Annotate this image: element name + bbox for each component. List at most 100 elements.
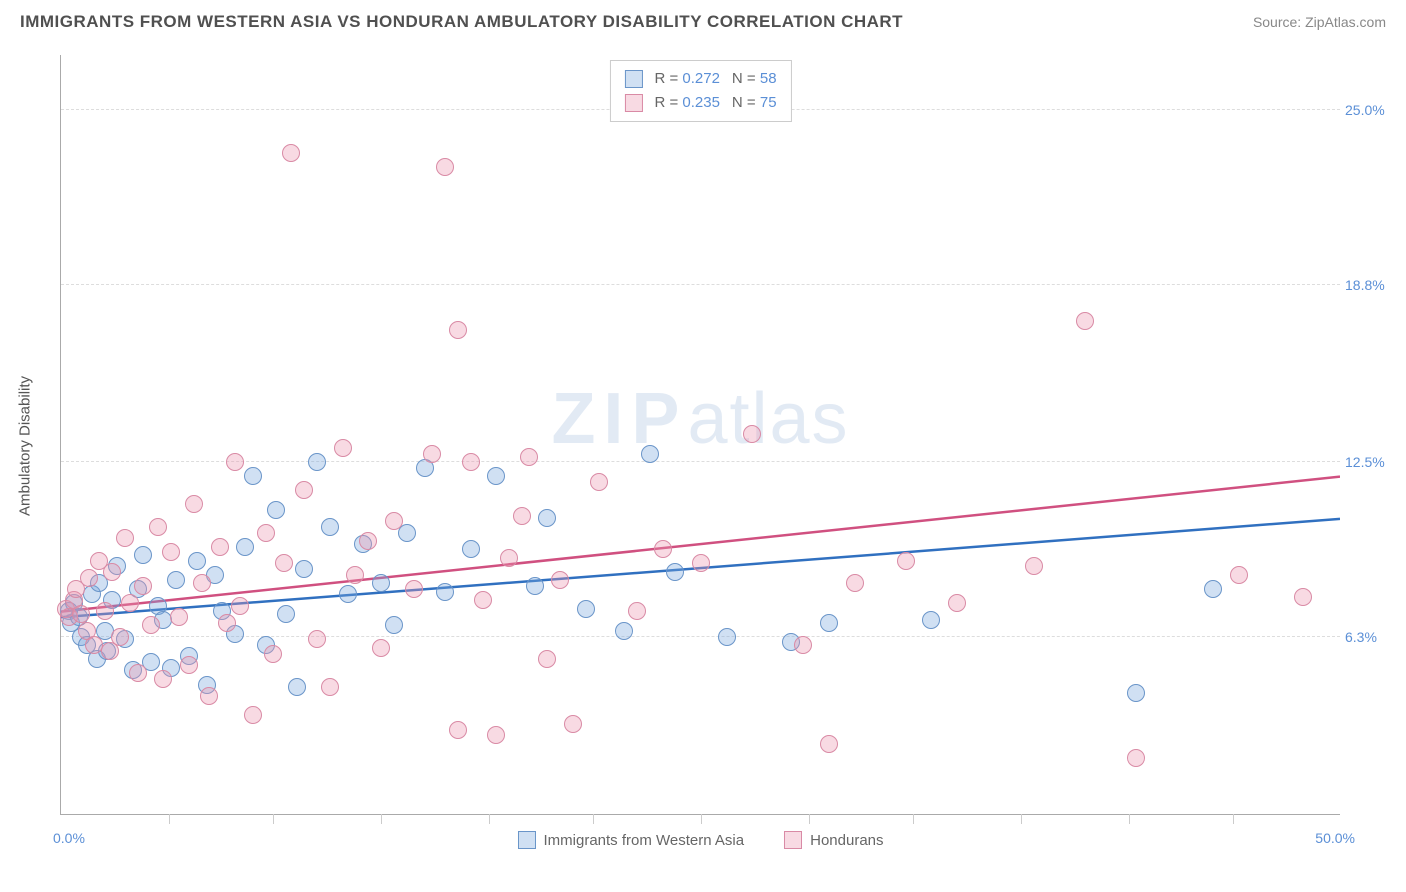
scatter-point: [264, 645, 282, 663]
legend-r-0: R = 0.272: [654, 67, 719, 91]
scatter-point: [436, 583, 454, 601]
scatter-point: [354, 535, 372, 553]
x-tick: [593, 814, 594, 824]
y-axis-label: Ambulatory Disability: [17, 376, 34, 516]
scatter-point: [372, 639, 390, 657]
scatter-point: [116, 529, 134, 547]
scatter-point: [526, 577, 544, 595]
scatter-point: [167, 571, 185, 589]
scatter-point: [820, 735, 838, 753]
y-tick-label: 18.8%: [1345, 277, 1400, 293]
y-tick-label: 6.3%: [1345, 629, 1400, 645]
scatter-point: [1204, 580, 1222, 598]
scatter-point: [180, 656, 198, 674]
scatter-point: [308, 453, 326, 471]
scatter-point: [162, 659, 180, 677]
legend-row-0: R = 0.272 N = 58: [624, 67, 776, 91]
scatter-point: [321, 518, 339, 536]
scatter-point: [108, 557, 126, 575]
scatter-point: [692, 554, 710, 572]
scatter-point: [321, 678, 339, 696]
scatter-point: [277, 605, 295, 623]
scatter-point: [718, 628, 736, 646]
scatter-point: [334, 439, 352, 457]
scatter-point: [372, 574, 390, 592]
legend-swatch-pink: [624, 94, 642, 112]
scatter-point: [67, 580, 85, 598]
watermark-zip: ZIP: [551, 379, 687, 459]
x-min-label: 0.0%: [53, 830, 85, 846]
scatter-point: [154, 670, 172, 688]
scatter-point: [462, 540, 480, 558]
scatter-point: [62, 614, 80, 632]
scatter-point: [275, 554, 293, 572]
scatter-point: [308, 630, 326, 648]
scatter-point: [96, 622, 114, 640]
scatter-point: [564, 715, 582, 733]
legend-n-1: N = 75: [732, 91, 777, 115]
scatter-point: [162, 543, 180, 561]
scatter-point: [743, 425, 761, 443]
scatter-point: [551, 571, 569, 589]
scatter-point: [121, 594, 139, 612]
scatter-point: [385, 512, 403, 530]
scatter-point: [78, 622, 96, 640]
scatter-point: [90, 574, 108, 592]
scatter-point: [244, 706, 262, 724]
scatter-point: [218, 614, 236, 632]
trend-lines: [61, 55, 1340, 814]
scatter-point: [257, 636, 275, 654]
x-tick: [273, 814, 274, 824]
x-tick: [169, 814, 170, 824]
x-tick: [809, 814, 810, 824]
scatter-point: [188, 552, 206, 570]
scatter-point: [200, 687, 218, 705]
scatter-point: [948, 594, 966, 612]
scatter-point: [226, 453, 244, 471]
scatter-point: [154, 611, 172, 629]
chart-source: Source: ZipAtlas.com: [1253, 14, 1386, 30]
legend-n-0: N = 58: [732, 67, 777, 91]
x-tick: [1021, 814, 1022, 824]
scatter-point: [577, 600, 595, 618]
legend-swatch-blue-icon: [517, 831, 535, 849]
scatter-point: [129, 580, 147, 598]
scatter-point: [206, 566, 224, 584]
scatter-point: [213, 602, 231, 620]
legend-swatch-blue: [624, 70, 642, 88]
scatter-point: [103, 563, 121, 581]
scatter-point: [60, 602, 78, 620]
scatter-point: [65, 594, 83, 612]
scatter-point: [124, 661, 142, 679]
scatter-point: [211, 538, 229, 556]
legend-row-1: R = 0.235 N = 75: [624, 91, 776, 115]
scatter-point: [1230, 566, 1248, 584]
scatter-point: [288, 678, 306, 696]
watermark-atlas: atlas: [687, 379, 849, 459]
legend-label-0: Immigrants from Western Asia: [543, 832, 744, 849]
scatter-point: [83, 585, 101, 603]
scatter-point: [1294, 588, 1312, 606]
legend-item-1: Hondurans: [784, 831, 883, 849]
scatter-point: [257, 524, 275, 542]
legend-r-1: R = 0.235: [654, 91, 719, 115]
x-tick: [381, 814, 382, 824]
scatter-point: [101, 642, 119, 660]
scatter-point: [116, 630, 134, 648]
scatter-point: [487, 467, 505, 485]
scatter-point: [1025, 557, 1043, 575]
scatter-point: [449, 321, 467, 339]
scatter-point: [295, 560, 313, 578]
chart-title: IMMIGRANTS FROM WESTERN ASIA VS HONDURAN…: [20, 12, 903, 32]
scatter-point: [628, 602, 646, 620]
x-tick: [489, 814, 490, 824]
x-tick: [1233, 814, 1234, 824]
scatter-point: [78, 636, 96, 654]
scatter-point: [142, 616, 160, 634]
scatter-point: [267, 501, 285, 519]
scatter-point: [922, 611, 940, 629]
scatter-point: [57, 600, 75, 618]
scatter-point: [170, 608, 188, 626]
scatter-point: [193, 574, 211, 592]
scatter-point: [423, 445, 441, 463]
